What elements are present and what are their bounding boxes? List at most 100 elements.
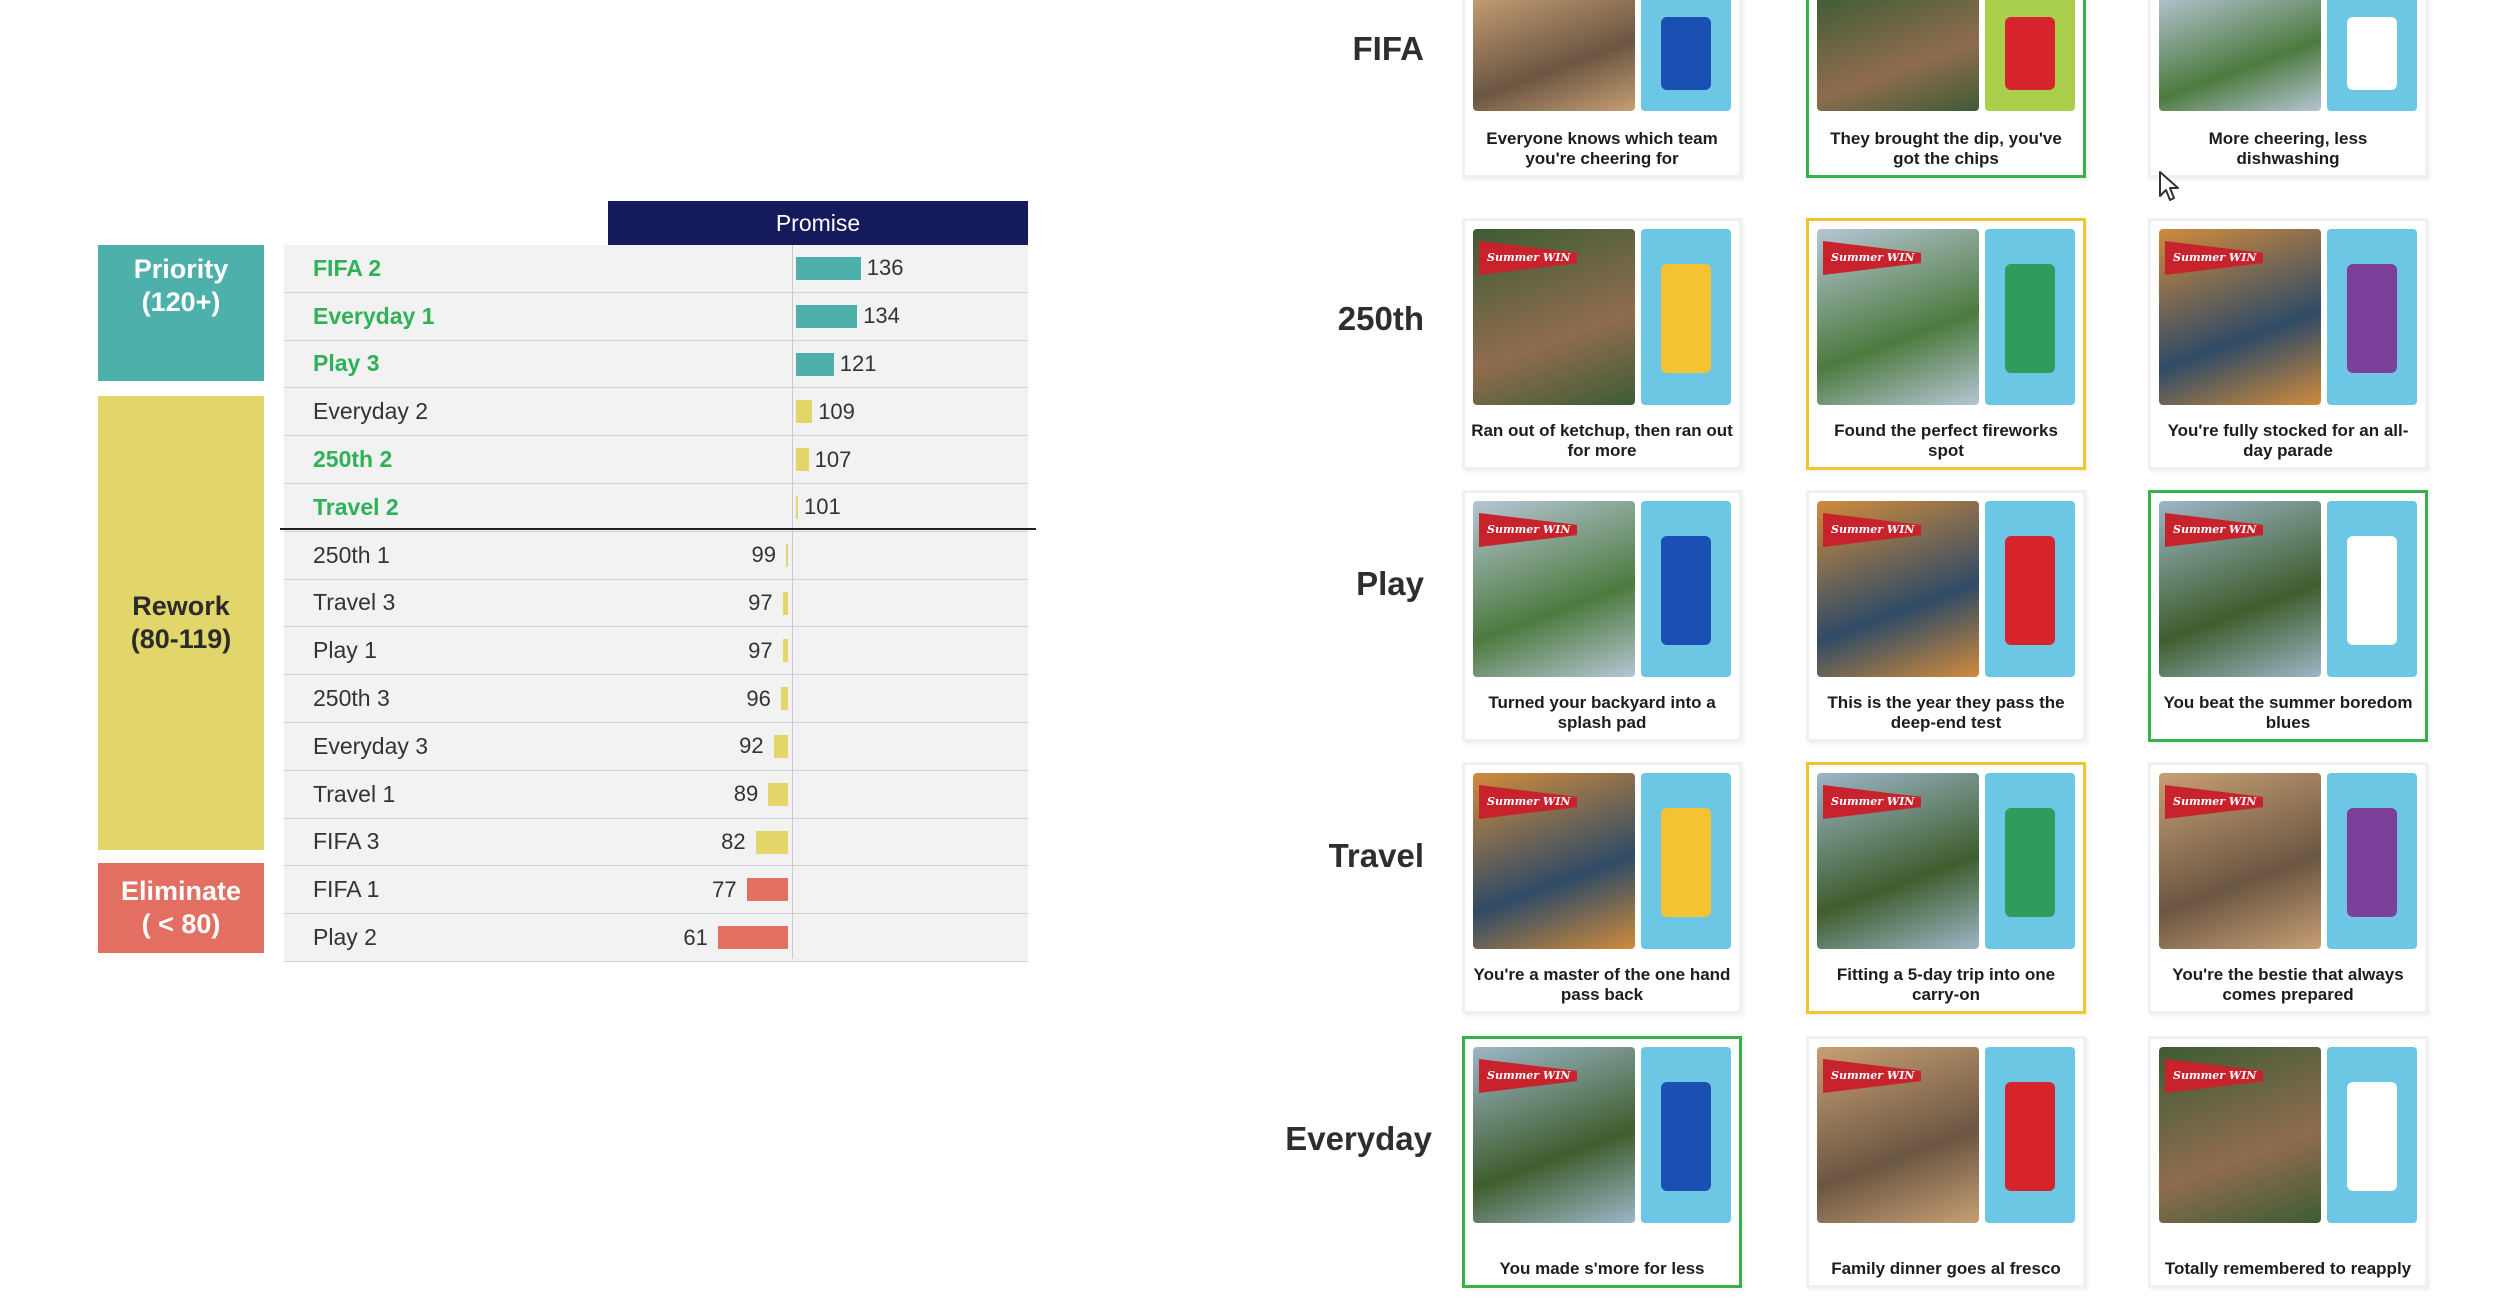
- promise-value: 136: [866, 255, 904, 281]
- product-image: [1985, 229, 2075, 405]
- product-package: [2004, 1082, 2056, 1192]
- lifestyle-photo: Summer WIN: [1473, 501, 1635, 677]
- creative-card[interactable]: Summer WIN You're fully stocked for an al…: [2148, 218, 2428, 470]
- promise-bar: [796, 304, 858, 328]
- card-caption: They brought the dip, you've got the chi…: [1830, 129, 2062, 168]
- creative-card[interactable]: Summer WIN Fitting a 5-day trip into one …: [1806, 762, 2086, 1014]
- priority-divider-line: [280, 528, 1036, 530]
- grid-row-label: FIFA: [1352, 30, 1425, 67]
- product-package: [2346, 264, 2398, 374]
- summer-win-pennant: Summer WIN: [1823, 1059, 1921, 1093]
- promise-column-header: Promise: [608, 201, 1028, 245]
- table-row: Play 2 61: [284, 914, 1028, 962]
- lifestyle-photo: [1817, 0, 1979, 111]
- product-image: [2327, 1047, 2417, 1223]
- table-row: Everyday 3 92: [284, 722, 1028, 771]
- category-priority: Priority (120+): [98, 245, 264, 381]
- product-package: [2004, 16, 2056, 90]
- product-package: [2346, 16, 2398, 90]
- lifestyle-photo: [1473, 0, 1635, 111]
- card-caption: Ran out of ketchup, then ran out for mor…: [1471, 421, 1733, 460]
- row-label: Travel 3: [313, 589, 396, 616]
- grid-row-label: Everyday: [1285, 1120, 1432, 1157]
- promise-bar: [717, 926, 788, 950]
- creative-card[interactable]: Summer WIN You beat the summer boredom bl…: [2148, 490, 2428, 742]
- product-image: [1985, 0, 2075, 111]
- table-row: Everyday 2 109: [284, 388, 1028, 437]
- creative-card[interactable]: More cheering, less dishwashing: [2148, 0, 2428, 178]
- product-image: [2327, 501, 2417, 677]
- card-caption: More cheering, less dishwashing: [2208, 129, 2368, 168]
- grid-row-label: Travel: [1328, 837, 1424, 874]
- creative-card[interactable]: Summer WIN Ran out of ketchup, then ran o…: [1462, 218, 1742, 470]
- promise-value: 99: [751, 542, 776, 568]
- row-label: Travel 1: [313, 780, 396, 807]
- category-rework: Rework (80-119): [98, 396, 264, 850]
- card-caption: You're the bestie that always comes prep…: [2172, 965, 2404, 1004]
- promise-bar: [780, 687, 788, 711]
- promise-bar: [773, 734, 788, 758]
- lifestyle-photo: Summer WIN: [2159, 773, 2321, 949]
- summer-win-pennant: Summer WIN: [1479, 1059, 1577, 1093]
- product-package: [1660, 536, 1712, 646]
- lifestyle-photo: Summer WIN: [2159, 501, 2321, 677]
- product-package: [1660, 264, 1712, 374]
- promise-bar: [746, 878, 788, 902]
- creative-card[interactable]: Summer WIN Turned your backyard into a sp…: [1462, 490, 1742, 742]
- creative-card[interactable]: Summer WIN Totally remembered to reapply: [2148, 1036, 2428, 1288]
- card-caption: You're a master of the one hand pass bac…: [1473, 965, 1731, 1004]
- card-thumbnails: Summer WIN: [2159, 1047, 2417, 1223]
- card-thumbnails: Summer WIN: [1817, 773, 2075, 949]
- product-image: [1985, 773, 2075, 949]
- card-thumbnails: Summer WIN: [1473, 1047, 1731, 1223]
- grid-row-label: Play: [1356, 565, 1424, 602]
- creative-card[interactable]: Summer WIN Found the perfect fireworks sp…: [1806, 218, 2086, 470]
- creative-card[interactable]: Summer WIN Family dinner goes al fresco: [1806, 1036, 2086, 1288]
- promise-value: 109: [818, 398, 855, 424]
- promise-value: 96: [746, 685, 771, 711]
- promise-value: 107: [814, 446, 852, 472]
- summer-win-pennant: Summer WIN: [2165, 241, 2263, 275]
- card-thumbnails: [2159, 0, 2417, 111]
- promise-value: 97: [748, 589, 773, 615]
- category-label-line: Rework: [132, 591, 230, 621]
- card-caption: Turned your backyard into a splash pad: [1488, 693, 1716, 732]
- mouse-pointer-icon: [2159, 171, 2179, 201]
- product-package: [2004, 808, 2056, 918]
- promise-value: 92: [739, 733, 764, 759]
- product-package: [2004, 264, 2056, 374]
- summer-win-pennant: Summer WIN: [1823, 785, 1921, 819]
- creative-card[interactable]: Summer WIN You're a master of the one han…: [1462, 762, 1742, 1014]
- card-thumbnails: Summer WIN: [1473, 229, 1731, 405]
- card-thumbnails: Summer WIN: [2159, 229, 2417, 405]
- product-image: [1641, 229, 1731, 405]
- creative-card[interactable]: Everyone knows which team you're cheerin…: [1462, 0, 1742, 178]
- lifestyle-photo: Summer WIN: [1817, 773, 1979, 949]
- table-row: 250th 1 99: [284, 531, 1028, 580]
- promise-value: 61: [683, 924, 708, 950]
- category-label-line: (120+): [141, 287, 221, 317]
- lifestyle-photo: [2159, 0, 2321, 111]
- row-label: Travel 2: [313, 493, 399, 520]
- card-thumbnails: Summer WIN: [1473, 501, 1731, 677]
- table-row: FIFA 2 136: [284, 245, 1028, 293]
- creative-card[interactable]: They brought the dip, you've got the chi…: [1806, 0, 2086, 178]
- promise-chart-rows: FIFA 2 136 Everyday 1 134 Play 3 121 Everyday …: [284, 245, 1028, 962]
- lifestyle-photo: Summer WIN: [2159, 1047, 2321, 1223]
- card-caption: Fitting a 5-day trip into one carry-on: [1836, 965, 2056, 1004]
- card-thumbnails: Summer WIN: [1473, 773, 1731, 949]
- table-row: Travel 2 101: [284, 483, 1028, 532]
- category-label-line: ( < 80): [141, 909, 221, 939]
- product-image: [2327, 773, 2417, 949]
- creative-card[interactable]: Summer WIN You're the bestie that always …: [2148, 762, 2428, 1014]
- creative-card[interactable]: Summer WIN You made s'more for less: [1462, 1036, 1742, 1288]
- row-label: Everyday 2: [313, 398, 429, 425]
- summer-win-pennant: Summer WIN: [1479, 513, 1577, 547]
- promise-bar: [755, 830, 788, 854]
- creative-card[interactable]: Summer WIN This is the year they pass the…: [1806, 490, 2086, 742]
- card-thumbnails: Summer WIN: [2159, 773, 2417, 949]
- product-package: [1660, 1082, 1712, 1192]
- card-caption: Family dinner goes al fresco: [1831, 1259, 2061, 1278]
- promise-value: 97: [748, 637, 773, 663]
- lifestyle-photo: Summer WIN: [1473, 229, 1635, 405]
